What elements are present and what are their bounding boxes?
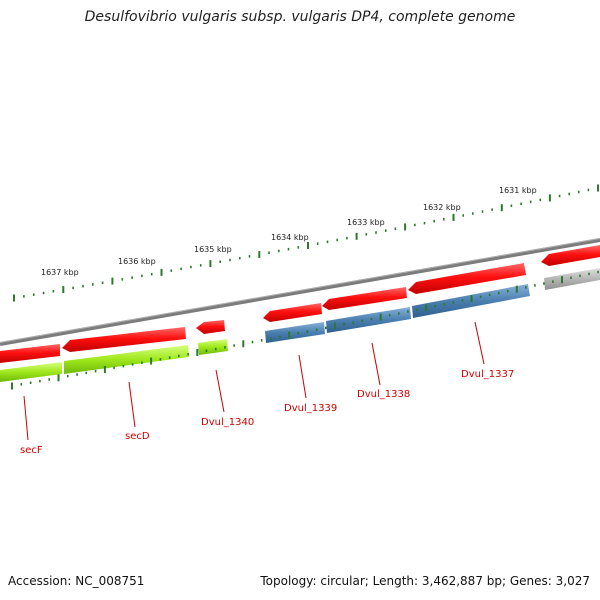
cds-arrow-dvul-1339 bbox=[263, 303, 322, 322]
cds-arrow-dvul-1338 bbox=[322, 287, 407, 310]
feature-bar-secD bbox=[64, 345, 189, 374]
kbp-label-1633: 1633 kbp bbox=[347, 218, 385, 227]
leader-line-secF bbox=[23, 395, 29, 441]
kbp-label-1636: 1636 kbp bbox=[118, 257, 156, 266]
kbp-label-1634: 1634 kbp bbox=[271, 233, 309, 242]
kbp-label-1637: 1637 kbp bbox=[41, 268, 79, 277]
feature-bar-secF bbox=[0, 362, 62, 382]
cds-arrow-secF bbox=[0, 344, 60, 363]
gene-labels: secF secD Dvul_1340 Dvul_1339 Dvul_1338 … bbox=[20, 369, 514, 456]
genome-backbone-highlight bbox=[0, 238, 600, 343]
accession-text: Accession: NC_008751 bbox=[8, 574, 145, 588]
cds-arrow-next bbox=[541, 245, 600, 266]
topology-text: Topology: circular; Length: 3,462,887 bp… bbox=[260, 574, 590, 588]
gene-leader-lines bbox=[23, 321, 485, 441]
gene-label-secF: secF bbox=[20, 445, 43, 456]
leader-line-dvul-1337 bbox=[474, 321, 485, 365]
gene-label-dvul-1338: Dvul_1338 bbox=[357, 389, 410, 400]
cds-track bbox=[0, 245, 600, 363]
leader-line-dvul-1338 bbox=[371, 342, 381, 386]
gene-label-dvul-1340: Dvul_1340 bbox=[201, 417, 254, 428]
feature-bar-dvul-1338 bbox=[326, 307, 411, 333]
gene-label-dvul-1339: Dvul_1339 bbox=[284, 403, 337, 414]
kbp-label-1632: 1632 kbp bbox=[423, 203, 461, 212]
gene-label-secD: secD bbox=[125, 431, 150, 442]
gene-label-dvul-1337: Dvul_1337 bbox=[461, 369, 514, 380]
cds-arrow-secD bbox=[62, 327, 186, 352]
cds-arrow-dvul-1340 bbox=[196, 320, 225, 334]
outer-scale-ring bbox=[13, 184, 599, 302]
genome-backbone bbox=[0, 238, 600, 346]
cds-arrow-dvul-1337 bbox=[408, 263, 526, 294]
leader-line-secD bbox=[128, 381, 136, 428]
map-title: Desulfovibrio vulgaris subsp. vulgaris D… bbox=[84, 9, 516, 25]
leader-line-dvul-1340 bbox=[215, 369, 225, 413]
feature-bar-dvul-1339 bbox=[265, 322, 325, 343]
feature-bar-dvul-1340 bbox=[198, 339, 228, 355]
kbp-labels: 1637 kbp 1636 kbp 1635 kbp 1634 kbp 1633… bbox=[41, 186, 537, 277]
inner-scale-ring bbox=[11, 270, 599, 390]
feature-track bbox=[0, 268, 600, 382]
feature-bar-next bbox=[544, 268, 600, 290]
kbp-label-1631: 1631 kbp bbox=[499, 186, 537, 195]
leader-line-dvul-1339 bbox=[298, 354, 307, 399]
kbp-label-1635: 1635 kbp bbox=[194, 245, 232, 254]
